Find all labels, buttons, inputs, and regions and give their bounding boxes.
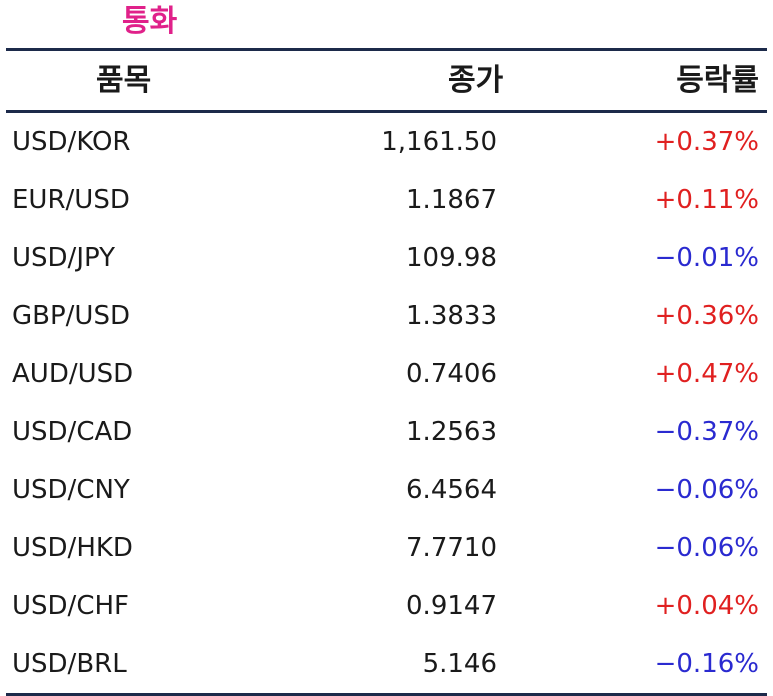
row-item: AUD/USD bbox=[12, 359, 134, 389]
row-close: 1.2563 bbox=[406, 417, 497, 447]
row-change: −0.06% bbox=[654, 533, 759, 563]
row-close: 0.7406 bbox=[406, 359, 497, 389]
header-item: 품목 bbox=[96, 63, 152, 98]
row-change: +0.11% bbox=[654, 185, 759, 215]
row-change: −0.16% bbox=[654, 649, 759, 679]
table-row: EUR/USD 1.1867 +0.11% bbox=[6, 171, 767, 229]
row-close: 0.9147 bbox=[406, 591, 497, 621]
row-close: 1,161.50 bbox=[381, 127, 497, 157]
row-change: +0.36% bbox=[654, 301, 759, 331]
table-row: USD/HKD 7.7710 −0.06% bbox=[6, 519, 767, 577]
row-close: 6.4564 bbox=[406, 475, 497, 505]
row-item: USD/JPY bbox=[12, 243, 115, 273]
row-close: 109.98 bbox=[406, 243, 497, 273]
row-close: 7.7710 bbox=[406, 533, 497, 563]
row-change: +0.04% bbox=[654, 591, 759, 621]
page-title: 통화 bbox=[122, 4, 178, 39]
row-item: USD/CAD bbox=[12, 417, 133, 447]
table-row: GBP/USD 1.3833 +0.36% bbox=[6, 287, 767, 345]
row-close: 1.1867 bbox=[406, 185, 497, 215]
header-close: 종가 bbox=[448, 63, 504, 98]
table-row: USD/CHF 0.9147 +0.04% bbox=[6, 577, 767, 635]
table-header: 품목 종가 등락률 bbox=[6, 51, 767, 113]
row-change: −0.06% bbox=[654, 475, 759, 505]
row-change: −0.01% bbox=[654, 243, 759, 273]
currency-table: 품목 종가 등락률 USD/KOR 1,161.50 +0.37% EUR/US… bbox=[6, 48, 767, 696]
row-item: USD/HKD bbox=[12, 533, 133, 563]
table-row: AUD/USD 0.7406 +0.47% bbox=[6, 345, 767, 403]
row-change: +0.47% bbox=[654, 359, 759, 389]
row-item: USD/CNY bbox=[12, 475, 130, 505]
row-item: USD/KOR bbox=[12, 127, 131, 157]
row-close: 5.146 bbox=[422, 649, 497, 679]
table-row: USD/JPY 109.98 −0.01% bbox=[6, 229, 767, 287]
table-row: USD/CAD 1.2563 −0.37% bbox=[6, 403, 767, 461]
row-item: USD/CHF bbox=[12, 591, 129, 621]
row-item: EUR/USD bbox=[12, 185, 130, 215]
header-change: 등락률 bbox=[676, 63, 759, 98]
table-row: USD/KOR 1,161.50 +0.37% bbox=[6, 113, 767, 171]
row-item: USD/BRL bbox=[12, 649, 127, 679]
row-item: GBP/USD bbox=[12, 301, 130, 331]
row-close: 1.3833 bbox=[406, 301, 497, 331]
table-row: USD/CNY 6.4564 −0.06% bbox=[6, 461, 767, 519]
row-change: −0.37% bbox=[654, 417, 759, 447]
row-change: +0.37% bbox=[654, 127, 759, 157]
table-row: USD/BRL 5.146 −0.16% bbox=[6, 635, 767, 693]
